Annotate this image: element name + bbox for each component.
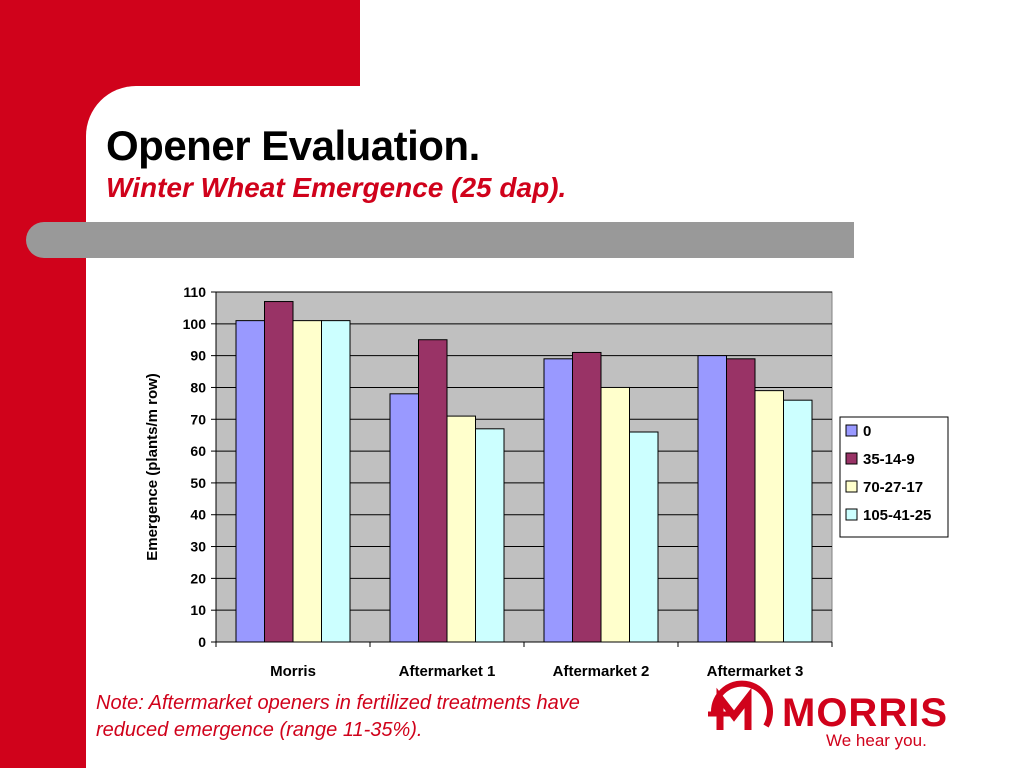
bar-0-aftermarket-1: [389, 393, 419, 643]
bar-35-14-9-morris: [264, 301, 294, 643]
y-tick-label: 70: [190, 411, 206, 427]
bar-70-27-17-aftermarket-2: [600, 386, 630, 643]
legend-swatch: [845, 452, 858, 465]
y-tick-label: 30: [190, 539, 206, 555]
bar-35-14-9-aftermarket-3: [726, 358, 756, 643]
bar-105-41-25-aftermarket-2: [629, 431, 659, 643]
y-axis-title: Emergence (plants/m row): [144, 373, 161, 561]
legend-label: 105-41-25: [863, 507, 931, 524]
y-tick-label: 110: [183, 284, 206, 300]
legend-label: 70-27-17: [863, 479, 923, 496]
y-tick-label: 10: [190, 602, 206, 618]
bar-70-27-17-aftermarket-1: [446, 415, 476, 643]
bar-70-27-17-morris: [292, 320, 322, 643]
bar-105-41-25-aftermarket-3: [783, 399, 813, 643]
logo-tagline: We hear you.: [826, 731, 927, 750]
y-tick-label: 40: [190, 507, 206, 523]
bar-35-14-9-aftermarket-2: [572, 351, 602, 643]
y-tick-label: 90: [190, 348, 206, 364]
slide-title: Opener Evaluation.: [106, 122, 480, 169]
bar-0-morris: [235, 320, 265, 643]
legend-label: 35-14-9: [863, 451, 915, 468]
legend-box: [839, 416, 949, 538]
morris-logo: MORRIS We hear you.: [708, 680, 948, 750]
x-category-label: Aftermarket 2: [553, 663, 650, 680]
legend-swatch: [845, 508, 858, 521]
gray-title-band: [26, 222, 854, 258]
slide-subtitle: Winter Wheat Emergence (25 dap).: [106, 172, 567, 203]
y-tick-label: 60: [190, 443, 206, 459]
emergence-bar-chart: 0 10 20 30 40 50 60 70 80 90 100 110 Morris Aftermark…: [144, 284, 949, 680]
legend-swatch: [845, 480, 858, 493]
legend-swatch: [845, 424, 858, 437]
legend-label: 0: [863, 423, 871, 440]
footnote-line-2: reduced emergence (range 11-35%).: [96, 719, 423, 741]
bar-0-aftermarket-3: [697, 355, 727, 643]
bar-70-27-17-aftermarket-3: [754, 390, 784, 643]
bar-0-aftermarket-2: [543, 358, 573, 643]
y-tick-label: 80: [190, 379, 206, 395]
footnote-line-1: Note: Aftermarket openers in fertilized …: [96, 692, 580, 714]
x-category-label: Morris: [270, 663, 316, 680]
y-tick-label: 50: [190, 475, 206, 491]
x-category-label: Aftermarket 3: [707, 663, 804, 680]
morris-emblem-icon: [708, 680, 773, 730]
bar-105-41-25-aftermarket-1: [475, 428, 505, 643]
x-category-label: Aftermarket 1: [399, 663, 496, 680]
logo-wordmark: MORRIS: [782, 691, 948, 735]
footnote: Note: Aftermarket openers in fertilized …: [96, 690, 696, 744]
bar-105-41-25-morris: [321, 320, 351, 643]
y-tick-label: 20: [190, 570, 206, 586]
bar-35-14-9-aftermarket-1: [418, 339, 448, 643]
y-tick-label: 0: [198, 634, 206, 650]
y-tick-label: 100: [183, 316, 207, 332]
